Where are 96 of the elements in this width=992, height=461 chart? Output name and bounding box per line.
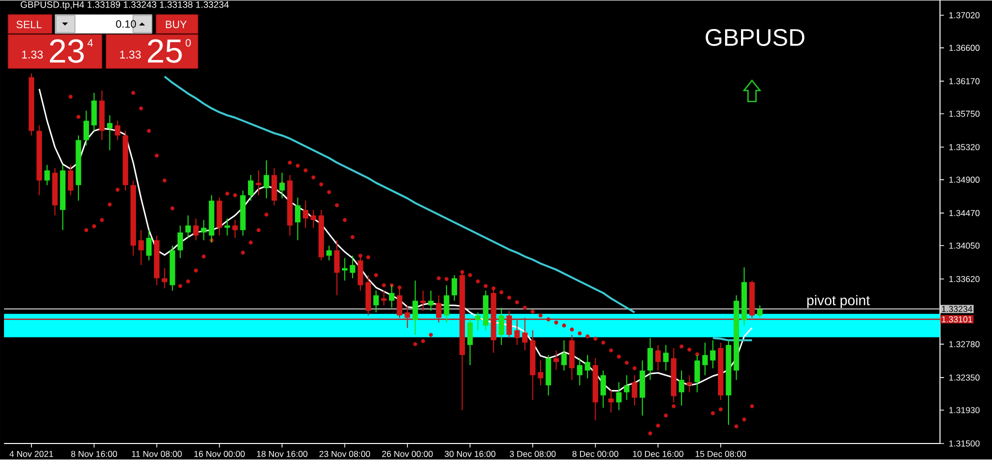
y-tick-label: 1.31500 [949, 440, 980, 446]
candlestick [710, 340, 716, 369]
candlestick [264, 160, 270, 199]
candlestick [561, 340, 567, 371]
candlestick [68, 164, 74, 196]
y-tick-label: 1.35320 [949, 144, 980, 150]
candlestick [538, 360, 544, 386]
candlestick [616, 382, 622, 410]
candlestick [514, 319, 520, 346]
candlestick [404, 304, 410, 328]
x-tick-label: 15 Dec 08:00 [696, 450, 746, 457]
candlestick [498, 307, 504, 346]
candlestick [655, 344, 661, 371]
y-tick-label: 1.32350 [949, 374, 980, 380]
annotation: pivot point [807, 294, 870, 308]
y-tick-label: 1.34900 [949, 176, 980, 183]
candlestick [467, 317, 473, 366]
candlestick [107, 114, 112, 151]
candlestick [702, 342, 708, 376]
chart-subtitle: GBPUSD.tp,H4 1.33189 1.33243 1.33138 1.33234 [20, 1, 229, 10]
candlestick [436, 294, 442, 323]
y-tick-label: 1.37020 [949, 12, 980, 18]
candlestick [193, 218, 199, 241]
annotation: 1.33 [120, 50, 141, 58]
candlestick [632, 374, 638, 406]
candlestick [334, 240, 340, 296]
candlestick [232, 219, 238, 238]
candlestick [584, 354, 590, 379]
candlestick [686, 374, 692, 393]
candlestick [444, 284, 450, 323]
annotation: 0.10 [116, 20, 136, 28]
candlestick [302, 200, 308, 228]
candlestick [694, 354, 700, 393]
candlestick [678, 370, 684, 406]
candlestick [600, 370, 606, 408]
y-tick-label: 1.33620 [949, 276, 980, 282]
x-tick-label: 11 Nov 08:00 [132, 450, 182, 457]
candlestick [178, 224, 183, 258]
candlestick [84, 110, 89, 146]
y-tick-label: 1.35750 [949, 110, 980, 117]
annotation: 0 [186, 38, 191, 46]
candlestick [44, 164, 50, 186]
candlestick [506, 310, 512, 338]
x-tick-label: 26 Nov 00:00 [382, 450, 433, 457]
x-tick-label: 8 Dec 00:00 [572, 450, 618, 457]
text: GBPUSD [706, 28, 804, 46]
candlestick [114, 120, 120, 140]
candlestick [146, 229, 152, 261]
y-tick-label: 1.36600 [949, 44, 980, 51]
candlestick [294, 196, 300, 241]
x-tick-label: 30 Nov 16:00 [444, 450, 496, 457]
candlestick [608, 389, 614, 413]
candlestick [428, 290, 434, 312]
x-tick-label: 3 Dec 08:00 [510, 450, 556, 457]
candlestick [310, 209, 316, 228]
candlestick [373, 290, 379, 313]
x-tick-label: 8 Nov 16:00 [71, 450, 118, 457]
candlestick [663, 344, 669, 371]
candlestick [576, 357, 582, 386]
candlestick [350, 255, 356, 279]
y-tick-label: 1.34470 [949, 210, 980, 216]
candlestick [757, 304, 763, 318]
y-tick-label: 1.32780 [949, 340, 980, 348]
candlestick [388, 284, 394, 308]
candlestick [647, 337, 653, 380]
y-tick-label: 1.36170 [949, 78, 980, 84]
annotation: BUY [166, 20, 187, 28]
candlestick [475, 312, 481, 331]
x-tick-label: 23 Nov 08:00 [319, 450, 370, 457]
y-tick-label: 1.34050 [949, 242, 980, 249]
x-tick-label: 18 Nov 16:00 [257, 450, 308, 457]
annotation: 25 [148, 39, 182, 63]
ref-line-label: 1.33101 [942, 316, 972, 322]
candlestick [412, 280, 418, 336]
annotation: 1.33 [22, 50, 43, 58]
y-tick-label: 1.31930 [949, 406, 980, 413]
candlestick [201, 219, 206, 241]
annotation: SELL [16, 20, 42, 28]
ref-line-label: 1.33234 [942, 306, 972, 312]
x-tick-label: 16 Nov 00:00 [194, 450, 245, 457]
candlestick [224, 218, 230, 236]
candlestick [326, 244, 332, 261]
candlestick [342, 257, 348, 281]
candlestick [624, 374, 630, 400]
candlestick [522, 317, 528, 351]
x-tick-label: 10 Dec 16:00 [633, 450, 684, 457]
annotation: 23 [50, 39, 84, 63]
candlestick [138, 229, 144, 266]
annotation: 4 [88, 38, 93, 46]
candlestick [452, 274, 458, 302]
candlestick [420, 290, 426, 312]
candlestick [185, 214, 191, 238]
candlestick [162, 267, 168, 289]
candlestick [553, 350, 559, 370]
candlestick [248, 174, 254, 201]
x-tick-label: 4 Nov 2021 [10, 450, 54, 457]
